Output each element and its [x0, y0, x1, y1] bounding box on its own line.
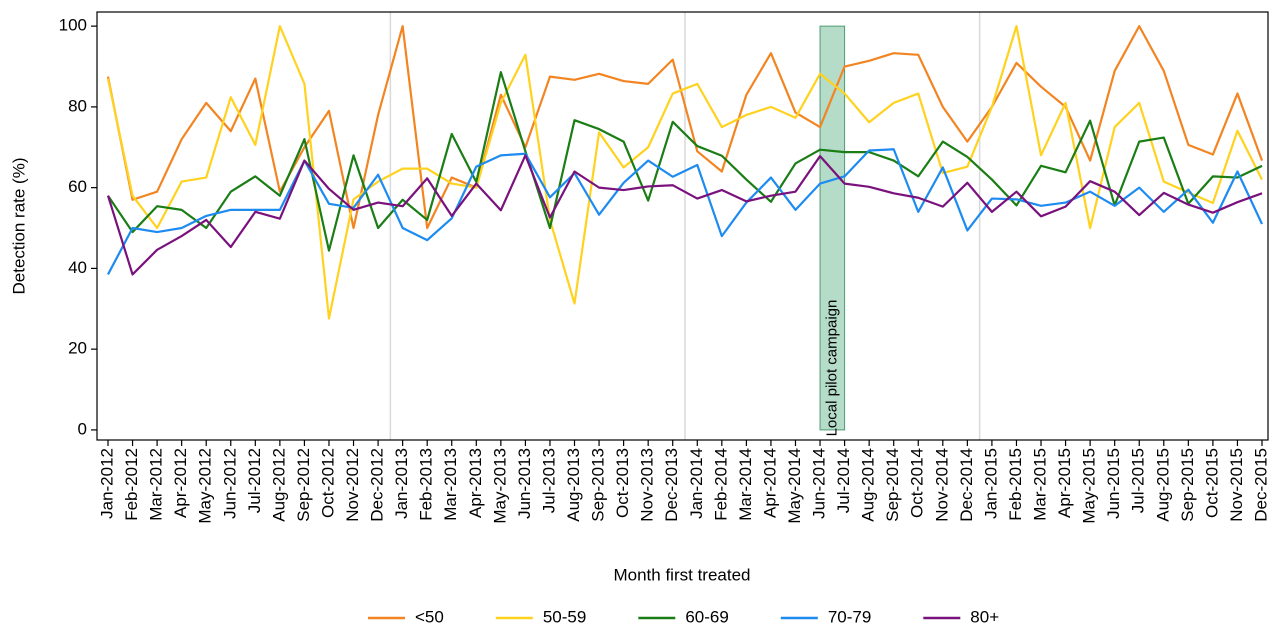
x-tick-label: May-2013 — [490, 448, 509, 524]
x-tick-label: Jan-2013 — [392, 448, 411, 519]
x-tick-label: Jun-2012 — [220, 448, 239, 519]
x-tick-label: Apr-2014 — [760, 448, 779, 518]
x-tick-label: Mar-2014 — [736, 448, 755, 521]
x-tick-label: Oct-2014 — [908, 448, 927, 518]
x-tick-label: Jun-2014 — [810, 448, 829, 519]
annotation-band — [819, 25, 846, 431]
annotation-label: Local pilot campaign — [823, 300, 840, 437]
x-tick-label: May-2012 — [196, 448, 215, 524]
x-tick-label: Feb-2013 — [417, 448, 436, 521]
x-tick-label: Apr-2012 — [171, 448, 190, 518]
x-tick-label: May-2014 — [785, 448, 804, 524]
x-tick-label: Dec-2012 — [368, 448, 387, 522]
x-tick-label: Dec-2013 — [662, 448, 681, 522]
x-tick-label: Jul-2015 — [1129, 448, 1148, 513]
x-tick-label: Feb-2014 — [711, 448, 730, 521]
x-axis-title: Month first treated — [613, 565, 750, 584]
y-tick-label: 100 — [59, 16, 87, 35]
x-tick-label: Jan-2012 — [97, 448, 116, 519]
legend-label: <50 — [415, 607, 444, 626]
x-tick-label: Dec-2015 — [1251, 448, 1269, 522]
x-tick-label: Aug-2014 — [859, 448, 878, 522]
legend-label: 70-79 — [828, 607, 871, 626]
legend-label: 80+ — [970, 607, 999, 626]
y-tick-label: 40 — [68, 258, 87, 277]
x-tick-label: Jul-2012 — [245, 448, 264, 513]
x-tick-label: Feb-2012 — [122, 448, 141, 521]
series-line — [106, 25, 1264, 230]
legend-label: 60-69 — [685, 607, 728, 626]
x-tick-label: Mar-2012 — [147, 448, 166, 521]
y-axis-title: Detection rate (%) — [9, 158, 28, 295]
x-tick-label: Aug-2012 — [269, 448, 288, 522]
x-tick-label: Jul-2013 — [539, 448, 558, 513]
x-tick-label: Sep-2013 — [589, 448, 608, 522]
legend: <50 50-59 60-69 70-79 80+ — [368, 607, 999, 626]
y-tick-label: 60 — [68, 177, 87, 196]
x-tick-label: Oct-2015 — [1202, 448, 1221, 518]
x-tick-label: Aug-2015 — [1153, 448, 1172, 522]
x-tick-label: Mar-2015 — [1031, 448, 1050, 521]
x-tick-label: Dec-2014 — [957, 448, 976, 522]
y-tick-label: 80 — [68, 96, 87, 115]
x-tick-label: Sep-2012 — [294, 448, 313, 522]
legend-label: 50-59 — [543, 607, 586, 626]
x-tick-label: Nov-2013 — [638, 448, 657, 522]
plot-frame — [96, 11, 1269, 441]
y-tick-label: 0 — [78, 419, 87, 438]
x-tick-label: Nov-2014 — [932, 448, 951, 522]
y-tick-label: 20 — [68, 339, 87, 358]
x-tick-label: Jan-2015 — [981, 448, 1000, 519]
x-tick-label: Oct-2012 — [318, 448, 337, 518]
series-line — [106, 25, 1263, 320]
x-tick-label: Nov-2015 — [1227, 448, 1246, 522]
x-tick-label: Jan-2014 — [687, 448, 706, 519]
x-tick-label: Sep-2015 — [1178, 448, 1197, 522]
x-tick-label: Jun-2015 — [1104, 448, 1123, 519]
x-tick-label: Apr-2015 — [1055, 448, 1074, 518]
x-tick-label: May-2015 — [1080, 448, 1099, 524]
x-tick-label: Jun-2013 — [515, 448, 534, 519]
series-line — [106, 154, 1263, 276]
x-tick-label: Sep-2014 — [883, 448, 902, 522]
x-tick-label: Feb-2015 — [1006, 448, 1025, 521]
x-tick-label: Oct-2013 — [613, 448, 632, 518]
x-tick-label: Mar-2013 — [441, 448, 460, 521]
x-tick-label: Aug-2013 — [564, 448, 583, 522]
x-tick-label: Nov-2012 — [343, 448, 362, 522]
x-tick-label: Jul-2014 — [834, 448, 853, 513]
x-tick-label: Apr-2013 — [466, 448, 485, 518]
series-line — [107, 71, 1263, 252]
